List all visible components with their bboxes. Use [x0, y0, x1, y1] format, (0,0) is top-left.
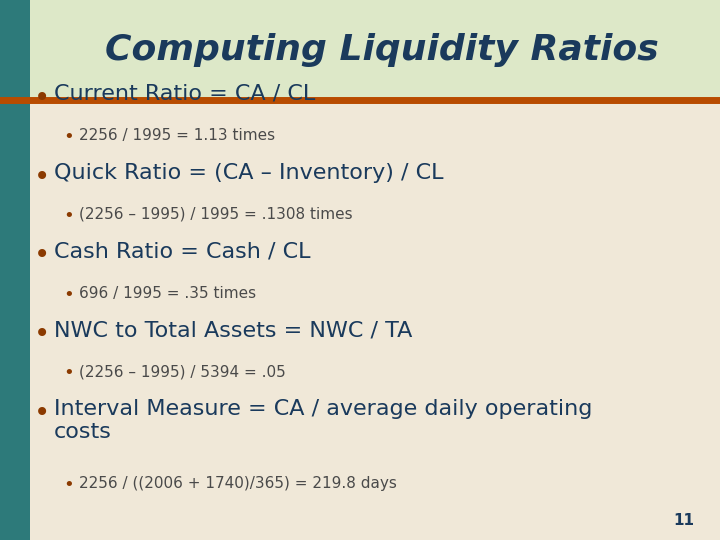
- Text: •: •: [63, 128, 73, 146]
- Text: (2256 – 1995) / 5394 = .05: (2256 – 1995) / 5394 = .05: [79, 364, 286, 380]
- Text: 2256 / ((2006 + 1740)/365) = 219.8 days: 2256 / ((2006 + 1740)/365) = 219.8 days: [79, 476, 397, 491]
- Text: Interval Measure = CA / average daily operating
costs: Interval Measure = CA / average daily op…: [54, 399, 593, 442]
- Text: (2256 – 1995) / 1995 = .1308 times: (2256 – 1995) / 1995 = .1308 times: [79, 207, 353, 222]
- Text: Current Ratio = CA / CL: Current Ratio = CA / CL: [54, 84, 315, 104]
- Text: NWC to Total Assets = NWC / TA: NWC to Total Assets = NWC / TA: [54, 320, 413, 340]
- Text: •: •: [34, 241, 50, 269]
- Text: •: •: [63, 207, 73, 225]
- Text: 696 / 1995 = .35 times: 696 / 1995 = .35 times: [79, 286, 256, 301]
- Text: 11: 11: [674, 513, 695, 528]
- Text: •: •: [63, 476, 73, 494]
- Text: •: •: [34, 399, 50, 427]
- Text: Quick Ratio = (CA – Inventory) / CL: Quick Ratio = (CA – Inventory) / CL: [54, 163, 444, 183]
- Text: •: •: [63, 364, 73, 382]
- Text: Cash Ratio = Cash / CL: Cash Ratio = Cash / CL: [54, 241, 310, 261]
- Text: •: •: [34, 320, 50, 348]
- Text: Computing Liquidity Ratios: Computing Liquidity Ratios: [104, 33, 659, 67]
- Text: •: •: [34, 84, 50, 112]
- Bar: [0, 0, 30, 540]
- Text: 2256 / 1995 = 1.13 times: 2256 / 1995 = 1.13 times: [79, 128, 275, 143]
- Bar: [0, 0, 720, 100]
- Text: •: •: [63, 286, 73, 303]
- Text: •: •: [34, 163, 50, 191]
